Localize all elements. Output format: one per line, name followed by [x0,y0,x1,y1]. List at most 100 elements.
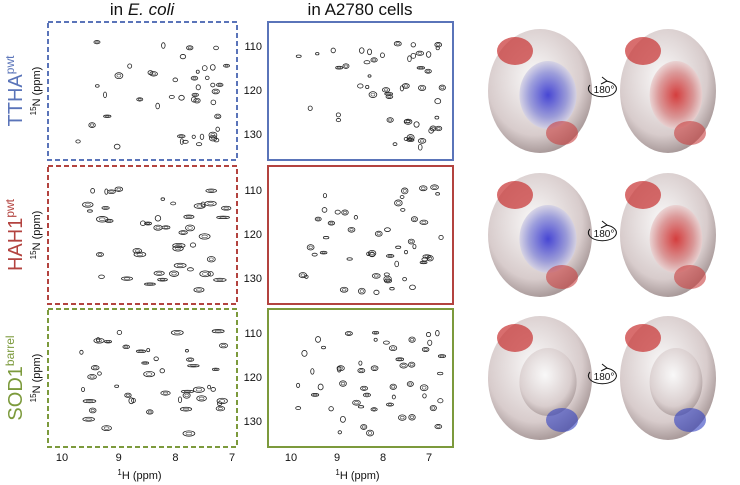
nmr-peak [105,115,110,118]
nmr-peak [388,254,393,258]
nmr-peak [124,392,132,398]
nmr-peak [223,206,229,210]
nmr-peak [430,184,439,191]
nmr-peak [185,349,189,353]
rotation-label: 180° [594,85,615,96]
nmr-peak [424,68,432,74]
nmr-peak [103,426,110,430]
x-tick-label: 7 [426,452,432,464]
x-tick-label: 10 [56,452,68,464]
nmr-peak [113,143,121,150]
nmr-peak [419,86,425,90]
nmr-peak [153,270,165,276]
nmr-peak [153,224,163,231]
nmr-peak [408,138,413,142]
nmr-peak [214,330,222,333]
nmr-peak [310,393,320,397]
nmr-peak [114,72,124,80]
nmr-peak [399,362,408,369]
nmr-peak [195,388,202,392]
nmr-peak [205,188,217,193]
surface-patch [519,205,577,273]
nmr-peak [95,84,100,88]
nmr-peak [207,202,214,206]
nmr-peak [370,92,376,97]
nmr-peak [156,271,163,275]
nmr-peak [195,99,199,103]
nmr-peak [368,252,376,258]
nmr-peak [210,82,216,88]
nmr-peak [426,255,434,262]
nmr-peak [367,249,377,257]
nmr-peak [101,205,110,210]
nmr-peak [208,189,215,192]
nmr-peak [394,260,400,268]
nmr-peak [434,98,442,105]
nmr-peak [327,220,336,226]
nmr-peak [187,46,192,50]
nmr-peak [185,224,196,232]
nmr-peak [344,64,348,68]
nmr-peak [381,87,391,93]
nmr-peak [195,84,201,91]
nmr-peak [122,344,130,350]
nmr-peak [179,135,184,138]
nmr-peak [96,216,109,223]
nmr-peak [416,66,426,70]
nmr-peak [419,384,429,392]
nmr-peak [146,348,151,353]
nmr-peak [221,205,232,211]
nmr-peak [213,368,218,371]
nmr-peak [300,273,306,277]
surface-patch [625,37,661,65]
nmr-peak [204,75,210,81]
x-axis-text: H (ppm) [122,470,162,482]
nmr-peak [373,274,379,278]
nmr-peak [395,357,405,362]
nmr-peak [415,50,425,56]
nmr-peak [168,95,175,99]
y-tick-label: 130 [244,129,262,141]
nmr-peak [435,125,443,132]
nmr-peak [219,342,228,349]
nmr-peak [174,331,181,335]
nmr-peak [354,401,359,405]
nmr-peak [308,245,313,249]
nmr-peak [172,245,184,252]
x-tick-label: 7 [229,452,235,464]
nmr-peak [116,73,122,78]
nmr-peak [421,346,430,353]
nmr-peak [193,97,201,104]
nmr-peak [434,424,443,430]
nmr-peak [387,95,392,98]
y-axis-label: 15N (ppm) [29,211,43,260]
nmr-peak [146,222,151,225]
nmr-peak [398,414,407,421]
nmr-peak [434,115,440,120]
nmr-peak [295,54,302,58]
nmr-peak [365,84,370,89]
nmr-peak [367,431,373,435]
nmr-peak [138,350,144,353]
nmr-peak [373,337,378,342]
nmr-peak [114,384,120,388]
surface-patch [674,408,706,432]
nmr-peak [109,190,114,193]
nmr-peak [103,91,107,99]
nmr-peak [428,127,434,134]
y-tick-label: 130 [244,416,262,428]
column-header: in E. coli [110,0,175,19]
nmr-peak [214,113,222,119]
nmr-peak [296,382,301,388]
nmr-peak [347,226,356,233]
nmr-peak [401,187,409,195]
nmr-peak [193,203,206,209]
nmr-peak [431,406,436,410]
nmr-peak [357,405,365,409]
surface-patch [649,348,703,416]
nmr-peak [211,367,220,372]
nmr-peak [90,408,95,412]
nmr-peak [407,238,415,245]
nmr-peak [435,192,440,196]
